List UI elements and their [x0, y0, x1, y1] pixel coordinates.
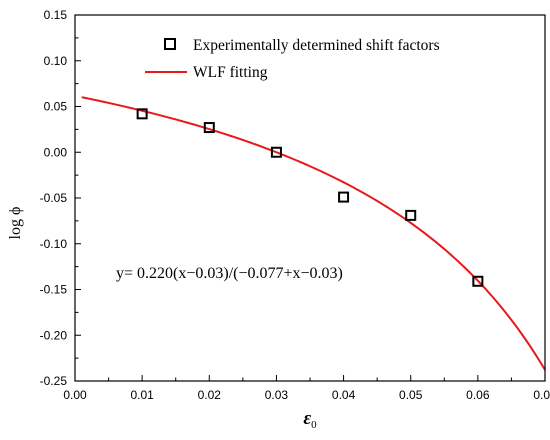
wlf-fit-line: [81, 96, 546, 371]
y-tick-label: -0.20: [40, 328, 68, 342]
y-tick-label: -0.05: [40, 191, 68, 205]
data-points: [136, 108, 484, 287]
tick-marks: [74, 14, 546, 382]
y-tick-label: 0.00: [44, 145, 68, 159]
y-axis-label: log ϕ: [7, 207, 24, 240]
y-tick-label: -0.25: [40, 374, 68, 388]
x-tick-label: 0.05: [399, 388, 423, 402]
data-point: [270, 146, 282, 158]
y-tick-label: -0.10: [40, 237, 68, 251]
legend-marker-square: [164, 38, 176, 50]
x-tick-label: 0.07: [533, 388, 550, 402]
y-tick-label: -0.15: [40, 283, 68, 297]
x-tick-label: 0.00: [63, 388, 87, 402]
x-axis-label-main: ε: [303, 408, 311, 429]
data-point: [338, 191, 350, 203]
x-tick-label: 0.06: [466, 388, 490, 402]
data-point: [405, 209, 417, 221]
y-tick-labels: 0.15 0.10 0.05 0.00 -0.05 -0.10 -0.15 -0.20 -0.2…: [40, 8, 68, 388]
x-axis-label-subscript: 0: [311, 419, 317, 431]
equation-annotation: y= 0.220(x−0.03)/(−0.077+x−0.03): [116, 265, 343, 282]
legend: Experimentally determined shift factors …: [145, 37, 440, 81]
data-point: [472, 275, 484, 287]
x-tick-labels: 0.00 0.01 0.02 0.03 0.04 0.05 0.06 0.07: [63, 388, 550, 402]
data-point: [136, 108, 148, 120]
y-tick-label: 0.10: [44, 54, 68, 68]
x-tick-label: 0.04: [332, 388, 356, 402]
data-point: [203, 122, 215, 134]
y-tick-label: 0.05: [44, 100, 68, 114]
x-tick-label: 0.01: [130, 388, 154, 402]
x-tick-label: 0.02: [198, 388, 222, 402]
plot-area-frame: [74, 14, 546, 382]
x-axis-label: ε0: [303, 408, 317, 431]
legend-label-wlf: WLF fitting: [193, 64, 268, 81]
legend-label-experimental: Experimentally determined shift factors: [193, 37, 440, 54]
x-tick-label: 0.03: [265, 388, 289, 402]
y-tick-label: 0.15: [44, 8, 68, 22]
